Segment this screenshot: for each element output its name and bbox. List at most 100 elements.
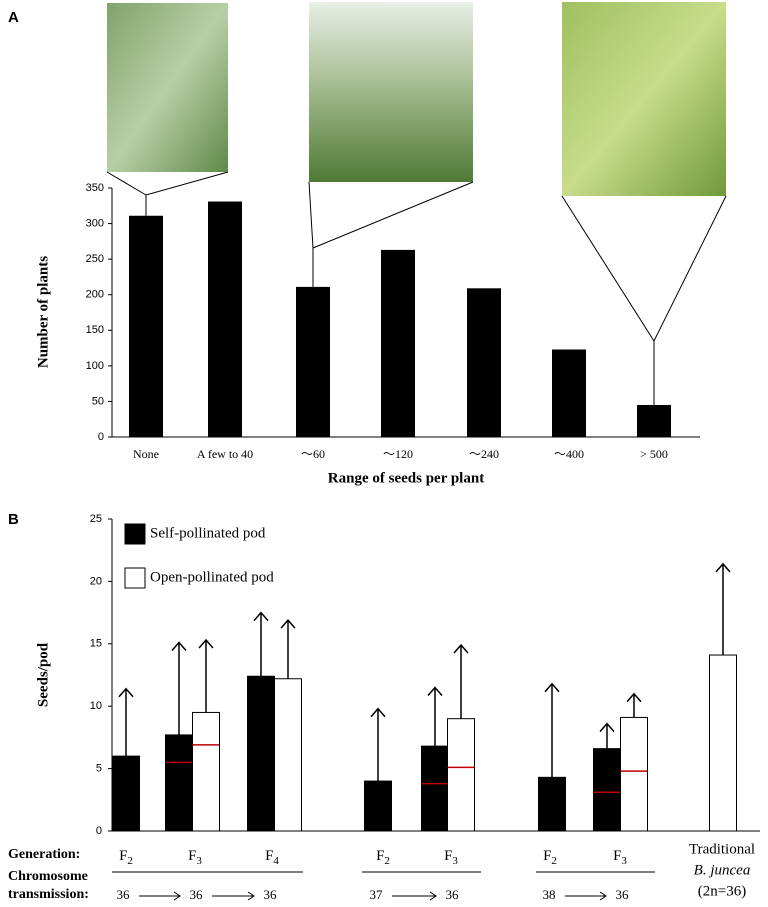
y-tick-label: 100: [86, 360, 104, 372]
x-tick-label: > 500: [640, 447, 668, 461]
error-bar: [171, 641, 187, 735]
x-tick-label: ～120: [383, 447, 413, 461]
generation-label: F2: [543, 848, 557, 866]
x-tick-label: ～60: [301, 447, 325, 461]
generation-label: F2: [119, 848, 133, 866]
panel-label: A: [8, 9, 19, 26]
arrow: [139, 891, 181, 901]
bar: [381, 249, 415, 437]
y-tick-label: 350: [86, 182, 104, 194]
traditional-label: (2n=36): [698, 883, 746, 899]
generation-label: F3: [613, 848, 627, 866]
x-tick-label: A few to 40: [197, 447, 253, 461]
generation-subscript: 3: [196, 855, 202, 867]
chromosome-number: 37: [370, 887, 384, 902]
y-tick-label: 200: [86, 289, 104, 301]
generation-letter: F: [613, 848, 621, 864]
y-axis-label: Seeds/pod: [35, 642, 51, 707]
y-tick-label: 10: [90, 700, 102, 712]
bar: [447, 718, 475, 832]
y-tick-label: 50: [92, 395, 104, 407]
y-tick-label: 0: [96, 825, 102, 837]
generation-label: F3: [444, 848, 458, 866]
legend-label: Open-pollinated pod: [150, 569, 274, 585]
generation-subscript: 3: [452, 855, 458, 867]
chromosome-number: 36: [616, 887, 630, 902]
chromosome-number: 36: [446, 887, 460, 902]
generation-letter: F: [444, 848, 452, 864]
generation-letter: F: [376, 848, 384, 864]
y-tick-label: 250: [86, 253, 104, 265]
error-bar: [370, 707, 386, 782]
x-tick-label: None: [133, 447, 159, 461]
x-tick-label: ～240: [469, 447, 499, 461]
generation-subscript: 2: [127, 855, 133, 867]
bar: [112, 755, 140, 832]
chromosome-number: 36: [117, 887, 131, 902]
bar: [538, 776, 566, 832]
bar: [129, 215, 163, 437]
error-bar: [280, 618, 296, 679]
arrow: [565, 891, 607, 901]
legend-swatch: [124, 523, 146, 545]
arrow: [392, 891, 437, 901]
chromosome-number: 36: [190, 887, 204, 902]
generation-label: F3: [188, 848, 202, 866]
connector: [106, 171, 229, 196]
chromosome-number: 36: [264, 887, 278, 902]
y-axis-label: Number of plants: [35, 256, 51, 368]
generation-subscript: 4: [273, 855, 279, 867]
error-bar: [453, 643, 469, 719]
generation-subscript: 2: [384, 855, 390, 867]
generation-letter: F: [188, 848, 196, 864]
connector: [308, 181, 474, 249]
bar: [165, 734, 193, 832]
error-bar: [118, 687, 134, 757]
row-label: Chromosome: [8, 869, 88, 884]
error-bar: [544, 682, 560, 778]
bar: [593, 748, 621, 832]
error-bar: [427, 686, 443, 747]
y-tick-label: 15: [90, 638, 102, 650]
generation-letter: F: [119, 848, 127, 864]
bar: [192, 711, 220, 832]
y-tick-label: 25: [90, 513, 102, 525]
panel-label: B: [8, 511, 19, 528]
photo: [107, 3, 228, 172]
error-bar: [253, 611, 269, 677]
generation-subscript: 3: [621, 855, 627, 867]
generation-subscript: 2: [551, 855, 557, 867]
bar: [274, 678, 302, 832]
error-bar: [599, 722, 615, 749]
x-tick-label: ～400: [554, 447, 584, 461]
row-label: Generation:: [8, 847, 80, 862]
bar: [552, 349, 586, 437]
bar: [637, 404, 671, 437]
y-tick-label: 300: [86, 217, 104, 229]
bar: [467, 288, 501, 437]
photo: [562, 2, 726, 196]
legend-label: Self-pollinated pod: [150, 525, 266, 541]
error-bar: [198, 638, 214, 713]
legend-swatch: [124, 567, 146, 589]
error-bar: [626, 692, 642, 718]
photo: [309, 2, 473, 182]
generation-label: F2: [376, 848, 390, 866]
bar: [709, 654, 737, 832]
generation-letter: F: [543, 848, 551, 864]
bar: [208, 201, 242, 437]
error-bar: [715, 562, 731, 656]
bar: [364, 780, 392, 832]
y-tick-label: 20: [90, 575, 102, 587]
bar: [421, 745, 449, 832]
y-tick-label: 150: [86, 324, 104, 336]
generation-letter: F: [265, 848, 273, 864]
arrow: [212, 891, 255, 901]
bar: [620, 716, 648, 832]
y-tick-label: 5: [96, 763, 102, 775]
traditional-label: B. juncea: [694, 862, 751, 878]
x-axis-label: Range of seeds per plant: [328, 470, 484, 486]
bar: [296, 286, 330, 437]
chromosome-number: 38: [543, 887, 556, 902]
